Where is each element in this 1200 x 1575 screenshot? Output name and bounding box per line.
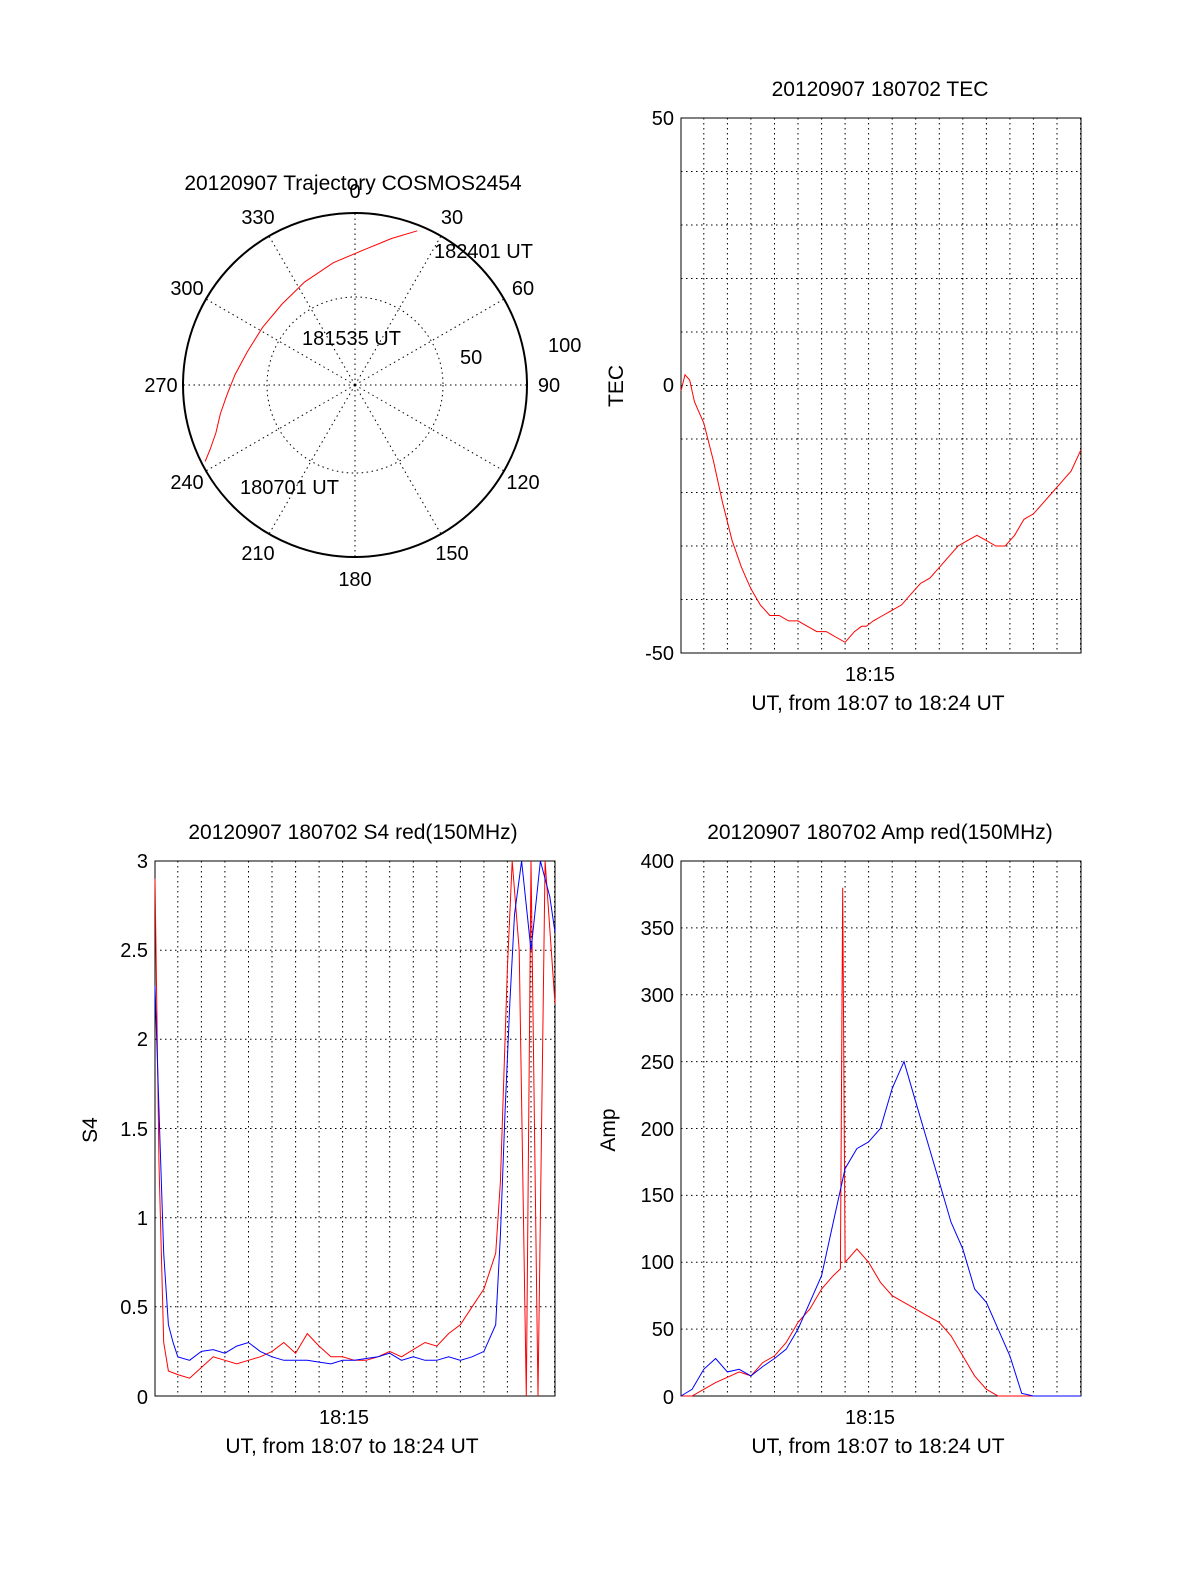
amp-ytick-250: 250 [641,1052,674,1074]
polar-azimuth-label-30: 30 [441,207,463,229]
s4-ytick-0-5: 0.5 [120,1297,148,1319]
polar-azimuth-label-240: 240 [170,472,203,494]
polar-azimuth-label-270: 270 [144,375,177,397]
tec-ytick-50: 50 [652,108,674,130]
s4-ytick-2: 2 [137,1029,148,1051]
polar-spoke-240 [205,384,356,472]
polar-radius-label-50: 50 [460,347,482,369]
polar-annotation-mid: 181535 UT [302,328,401,350]
polar-azimuth-labels: 0 30 60 90 120 150 180 210 240 270 300 330 [144,181,560,591]
amp-panel: 20120907 180702 Amp red(150MHz) 400 350 … [597,821,1082,1458]
s4-series-blue-line [154,860,556,1365]
polar-azimuth-label-180: 180 [338,569,371,591]
polar-annotation-end: 182401 UT [434,241,533,263]
s4-xtick-1815: 18:15 [319,1407,369,1429]
s4-ytick-3: 3 [137,851,148,873]
tec-series-line [680,373,1082,643]
polar-spoke-300 [205,298,356,386]
polar-azimuth-label-90: 90 [538,375,560,397]
s4-series-red-line [154,860,556,1397]
tec-panel: 20120907 180702 TEC 50 0 -50 18:15 UT, f… [605,78,1082,715]
amp-title: 20120907 180702 Amp red(150MHz) [707,821,1053,844]
s4-ytick-1-5: 1.5 [120,1119,148,1141]
amp-plot-frame [680,860,1082,1397]
polar-azimuth-label-300: 300 [170,278,203,300]
amp-ytick-350: 350 [641,918,674,940]
s4-ytick-2-5: 2.5 [120,940,148,962]
polar-spoke-30 [354,235,442,386]
amp-xlabel: UT, from 18:07 to 18:24 UT [751,1435,1004,1458]
polar-panel: 20120907 Trajectory COSMOS2454 0 30 60 90 12… [144,172,581,591]
polar-annotation-start: 180701 UT [240,477,339,499]
amp-ytick-100: 100 [641,1252,674,1274]
polar-spoke-120 [354,384,505,472]
tec-ytick-minus50: -50 [645,643,674,665]
s4-ylabel: S4 [79,1117,102,1143]
polar-title: 20120907 Trajectory COSMOS2454 [184,172,522,195]
amp-series-red-line [681,887,1081,1397]
s4-title: 20120907 180702 S4 red(150MHz) [188,821,517,844]
amp-xtick-1815: 18:15 [845,1407,895,1429]
polar-inner-circle [266,296,444,474]
tec-xtick-1815: 18:15 [845,664,895,686]
amp-ylabel: Amp [597,1108,620,1151]
polar-azimuth-label-330: 330 [241,207,274,229]
polar-radius-label-100: 100 [548,335,581,357]
amp-ytick-400: 400 [641,851,674,873]
amp-grid [681,861,1081,1396]
amp-series-blue-line [680,1060,1081,1397]
polar-trajectory-line [204,230,418,462]
tec-ytick-0: 0 [663,375,674,397]
tec-title: 20120907 180702 TEC [772,78,989,101]
polar-outer-circle [182,212,528,558]
s4-ytick-1: 1 [137,1208,148,1230]
s4-plot-frame [154,860,556,1397]
polar-spokes [183,213,527,557]
amp-ytick-50: 50 [652,1319,674,1341]
tec-grid [681,118,1081,653]
amp-ytick-150: 150 [641,1185,674,1207]
tec-plot-frame [680,117,1082,654]
polar-azimuth-label-0: 0 [349,181,360,203]
polar-spoke-60 [354,298,505,386]
amp-ytick-0: 0 [663,1387,674,1409]
s4-panel: 20120907 180702 S4 red(150MHz) 3 2.5 2 1… [79,821,556,1458]
polar-azimuth-label-150: 150 [435,543,468,565]
amp-ytick-300: 300 [641,985,674,1007]
s4-ytick-0: 0 [137,1387,148,1409]
amp-ytick-200: 200 [641,1119,674,1141]
polar-spoke-330 [268,235,356,386]
tec-ylabel: TEC [605,365,628,407]
polar-azimuth-label-60: 60 [512,278,534,300]
polar-azimuth-label-210: 210 [241,543,274,565]
tec-xlabel: UT, from 18:07 to 18:24 UT [751,692,1004,715]
polar-azimuth-label-120: 120 [506,472,539,494]
polar-spoke-210 [268,384,356,535]
s4-xlabel: UT, from 18:07 to 18:24 UT [225,1435,478,1458]
s4-grid [155,861,555,1396]
polar-spoke-150 [354,384,442,535]
